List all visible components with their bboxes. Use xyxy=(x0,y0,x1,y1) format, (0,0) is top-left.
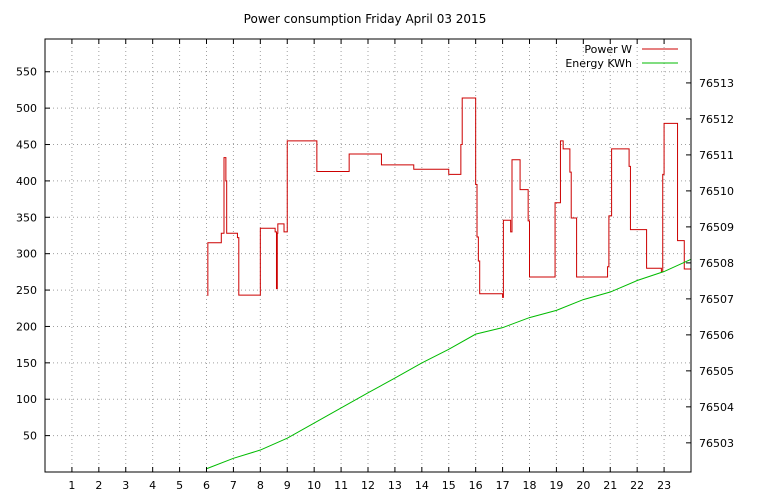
x-tick-label: 4 xyxy=(149,479,156,492)
x-tick-label: 18 xyxy=(523,479,537,492)
series-line-power xyxy=(207,97,691,298)
series-line-energy xyxy=(206,258,692,470)
series-layer xyxy=(206,97,692,470)
y-tick-label: 350 xyxy=(16,211,37,224)
y-tick-label: 300 xyxy=(16,248,37,261)
y-tick-label: 50 xyxy=(23,430,37,443)
x-tick-label: 16 xyxy=(469,479,483,492)
x-tick-label: 7 xyxy=(230,479,237,492)
x-tick-label: 3 xyxy=(122,479,129,492)
x-tick-label: 21 xyxy=(603,479,617,492)
x-tick-label: 2 xyxy=(95,479,102,492)
chart-title: Power consumption Friday April 03 2015 xyxy=(244,12,487,26)
y2-tick-label: 76508 xyxy=(699,257,734,270)
x-tick-label: 10 xyxy=(307,479,321,492)
y-tick-label: 450 xyxy=(16,139,37,152)
y-tick-label: 400 xyxy=(16,175,37,188)
x-tick-label: 14 xyxy=(415,479,429,492)
x-tick-label: 6 xyxy=(203,479,210,492)
y2-tick-label: 76513 xyxy=(699,77,734,90)
y-tick-label: 100 xyxy=(16,393,37,406)
y2-tick-label: 76505 xyxy=(699,365,734,378)
x-tick-label: 20 xyxy=(576,479,590,492)
y2-tick-label: 76506 xyxy=(699,329,734,342)
y2-tick-label: 76511 xyxy=(699,149,734,162)
x-tick-label: 15 xyxy=(442,479,456,492)
x-tick-label: 17 xyxy=(496,479,510,492)
y-tick-label: 200 xyxy=(16,320,37,333)
x-tick-label: 8 xyxy=(257,479,264,492)
y-tick-label: 150 xyxy=(16,357,37,370)
y2-tick-label: 76512 xyxy=(699,113,734,126)
x-tick-label: 9 xyxy=(284,479,291,492)
x-tick-label: 23 xyxy=(657,479,671,492)
y2-tick-label: 76504 xyxy=(699,401,734,414)
axis-ticks: 1 2 3 4 5 6 7 8 9 10 11 12 13 14 15 16 17 18 19 20 21 22 23501… xyxy=(16,39,734,492)
legend-label-power: Power W xyxy=(584,43,632,56)
y-tick-label: 500 xyxy=(16,102,37,115)
x-tick-label: 22 xyxy=(630,479,644,492)
legend: Power W Energy KWh xyxy=(565,43,678,70)
x-tick-label: 13 xyxy=(388,479,402,492)
x-tick-label: 19 xyxy=(549,479,563,492)
y2-tick-label: 76509 xyxy=(699,221,734,234)
x-tick-label: 1 xyxy=(68,479,75,492)
legend-label-energy: Energy KWh xyxy=(565,57,632,70)
x-tick-label: 5 xyxy=(176,479,183,492)
y-tick-label: 250 xyxy=(16,284,37,297)
x-tick-label: 12 xyxy=(361,479,375,492)
y2-tick-label: 76503 xyxy=(699,437,734,450)
x-tick-label: 11 xyxy=(334,479,348,492)
y2-tick-label: 76507 xyxy=(699,293,734,306)
y2-tick-label: 76510 xyxy=(699,185,734,198)
y-tick-label: 550 xyxy=(16,66,37,79)
